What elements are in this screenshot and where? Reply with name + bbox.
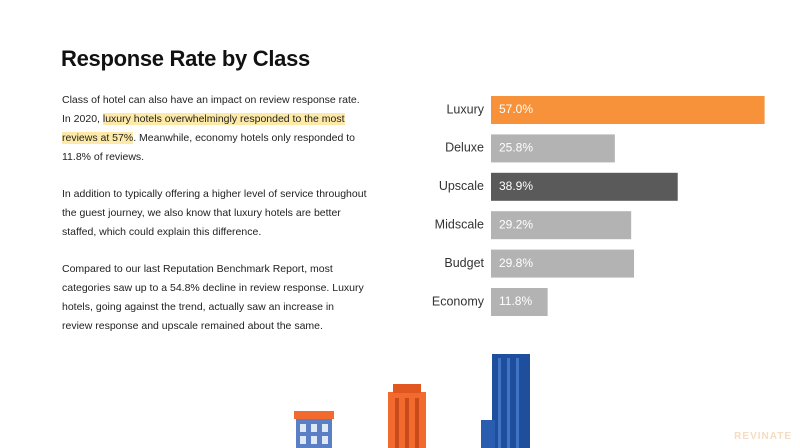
bar: [491, 172, 678, 201]
bar: [491, 249, 635, 278]
category-label: Budget: [444, 256, 484, 270]
text-span: Class of hotel can also have an impact o…: [62, 94, 360, 125]
value-label: 29.8%: [499, 256, 533, 270]
body-text: Class of hotel can also have an impact o…: [62, 91, 367, 354]
category-label: Economy: [432, 294, 485, 308]
bar: [491, 288, 548, 316]
text-span: In addition to typically offering a high…: [62, 188, 367, 238]
bar: [491, 211, 632, 240]
paragraph: In addition to typically offering a high…: [62, 185, 367, 242]
value-label: 38.9%: [499, 179, 533, 193]
category-label: Luxury: [446, 102, 484, 116]
value-label: 11.8%: [499, 294, 532, 308]
text-span: Compared to our last Reputation Benchmar…: [62, 263, 364, 332]
value-label: 25.8%: [499, 141, 533, 155]
paragraph: Class of hotel can also have an impact o…: [62, 91, 367, 167]
paragraph: Compared to our last Reputation Benchmar…: [62, 260, 367, 336]
value-label: 29.2%: [499, 217, 533, 231]
text-span: . Meanwhile, economy hotels only respond…: [62, 132, 356, 163]
bar: [491, 134, 615, 163]
category-label: Midscale: [435, 217, 484, 231]
category-label: Upscale: [439, 179, 484, 193]
illustration: [294, 354, 530, 448]
bar: [491, 96, 765, 124]
slide-title: Response Rate by Class: [61, 46, 310, 71]
value-label: 57.0%: [499, 102, 533, 116]
logo: REVINATE: [734, 431, 792, 442]
category-label: Deluxe: [445, 141, 484, 155]
